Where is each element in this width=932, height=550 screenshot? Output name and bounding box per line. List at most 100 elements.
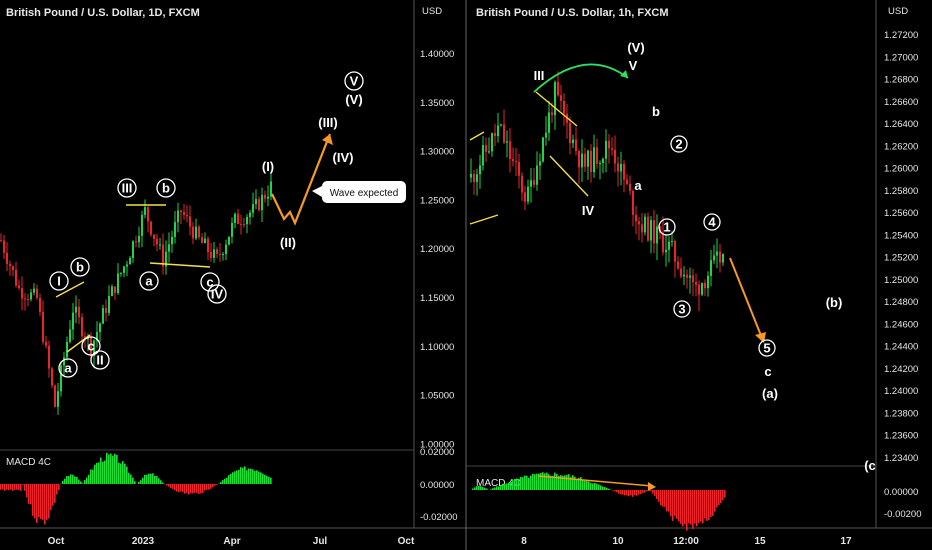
wave-label: V [350,74,359,89]
macd-bar [100,457,102,484]
wave-label: (c [864,458,876,473]
candle-body [261,194,263,211]
wave-circle [670,135,688,153]
right-projection [729,257,763,339]
macd-bar [692,490,694,529]
macd-bar [518,479,520,490]
left-price-tick: 1.05000 [420,391,454,402]
macd-bar [48,484,50,519]
macd-bar [64,478,66,484]
wave-circle [58,358,78,378]
macd-bar [266,475,268,484]
macd-bar [486,488,488,490]
wave-circle [207,284,227,304]
candle-body [596,147,598,164]
macd-bar [650,490,652,492]
macd-bar [630,490,632,496]
wave-circle [658,218,676,236]
left-indicator-tick: 0.02000 [420,447,454,458]
candle-body [96,332,98,341]
left-chart-title: British Pound / U.S. Dollar, 1D, FXCM [6,7,200,19]
candle-body [240,223,242,225]
macd-bar [256,470,258,484]
macd-bar [498,486,500,490]
right-price-tick: 1.24800 [884,297,918,308]
candle-body [108,295,110,313]
right-price-tick: 1.26200 [884,141,918,152]
candle-body [264,194,266,199]
candle-body [36,288,38,298]
candle-body [701,282,703,295]
macd-bar [56,484,58,495]
macd-bar [92,469,94,484]
macd-bar [14,484,16,490]
macd-bar [20,484,22,491]
candle-body [18,285,20,288]
macd-bar [212,484,214,488]
right-time-tick: 12:00 [673,536,699,547]
callout-pointer [312,186,322,197]
left-indicator-ticks: 0.02000 0.00000 -0.02000 [420,447,458,523]
macd-bar [722,490,724,501]
right-pattern-line [535,91,578,127]
macd-bar [624,490,626,496]
left-price-tick: 1.30000 [420,147,454,158]
left-price-tick: 1.35000 [420,98,454,109]
candle-body [57,391,59,407]
macd-bar [702,490,704,524]
macd-bar [660,490,662,506]
macd-bar [118,462,120,484]
macd-bar [578,477,580,490]
candle-body [270,181,272,197]
macd-bar [144,474,146,484]
candle-body [9,263,11,267]
wave-circle [117,178,137,198]
candle-body [554,82,556,116]
wave-circle [200,272,220,292]
macd-bar [646,490,648,492]
macd-bar [658,490,660,502]
macd-bar [52,484,54,506]
macd-bar [216,484,218,485]
macd-bar [6,484,8,490]
macd-bar [570,477,572,490]
candle-body [162,244,164,267]
candle-body [653,220,655,244]
left-price-tick: 1.00000 [420,439,454,450]
candle-body [704,282,706,289]
candle-body [578,151,580,168]
left-macd-histogram [0,452,272,525]
macd-bar [556,473,558,490]
macd-bar [676,490,678,519]
candle-body [243,224,245,226]
candle-body [51,368,53,386]
wave-label: (a) [762,386,778,401]
macd-bar [558,475,560,490]
right-chart-title: British Pound / U.S. Dollar, 1h, FXCM [476,7,669,19]
candle-body [78,306,80,318]
macd-bar [544,473,546,490]
macd-bar [178,484,180,493]
macd-bar [490,489,492,490]
macd-bar [146,474,148,484]
candle-body [548,112,550,133]
candle-body [629,183,631,191]
left-indicator-tick: 0.00000 [420,480,454,491]
macd-bar [718,490,720,505]
wave-label: (II) [280,235,296,250]
macd-bar [112,455,114,484]
candle-body [24,298,26,300]
candle-body [60,365,62,392]
macd-bar [108,454,110,484]
macd-bar [632,490,634,497]
macd-bar [516,478,518,490]
candle-body [225,244,227,255]
macd-bar [230,473,232,484]
candle-body [533,180,535,185]
candle-body [560,95,562,101]
macd-bar [504,483,506,490]
macd-bar [246,470,248,484]
right-axis-unit: USD [888,6,908,17]
right-time-tick: 15 [754,536,766,547]
left-price-tick: 1.10000 [420,342,454,353]
